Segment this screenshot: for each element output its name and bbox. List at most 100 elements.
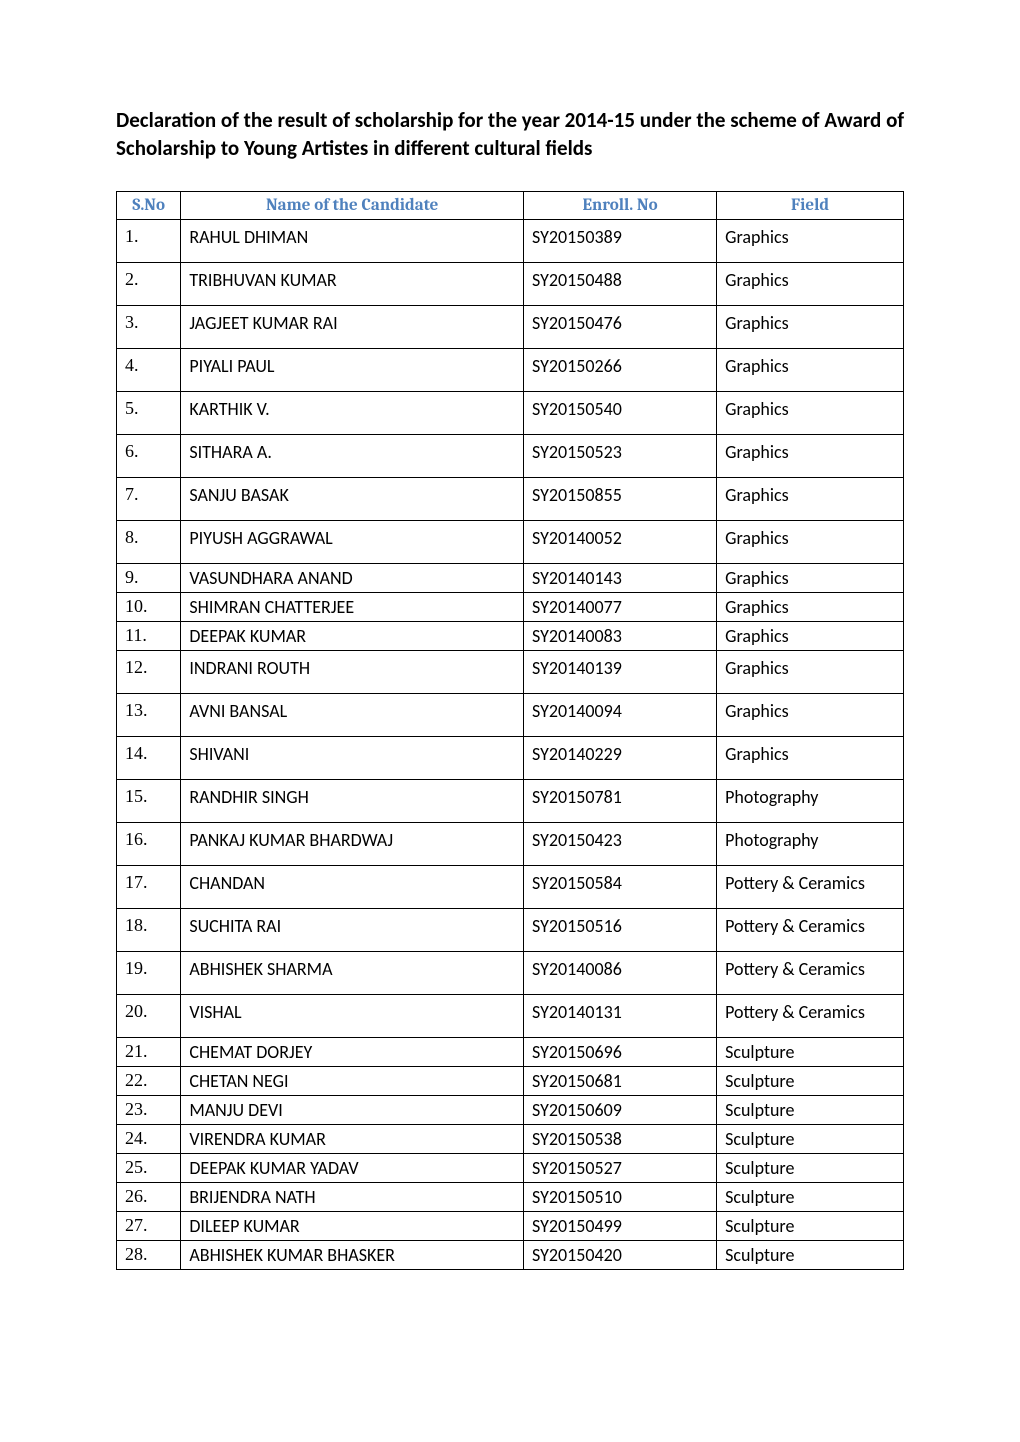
table-row: 8.PIYUSH AGGRAWALSY20140052Graphics bbox=[117, 520, 904, 563]
cell-enroll: SY20150423 bbox=[523, 822, 716, 865]
cell-field: Graphics bbox=[717, 219, 904, 262]
cell-name: MANJU DEVI bbox=[181, 1095, 524, 1124]
cell-field: Pottery & Ceramics bbox=[717, 865, 904, 908]
cell-enroll: SY20150523 bbox=[523, 434, 716, 477]
table-row: 23.MANJU DEVISY20150609Sculpture bbox=[117, 1095, 904, 1124]
cell-field: Pottery & Ceramics bbox=[717, 951, 904, 994]
cell-enroll: SY20150527 bbox=[523, 1153, 716, 1182]
cell-field: Graphics bbox=[717, 434, 904, 477]
table-header-row: S.No Name of the Candidate Enroll. No Fi… bbox=[117, 191, 904, 219]
cell-field: Sculpture bbox=[717, 1066, 904, 1095]
cell-field: Sculpture bbox=[717, 1153, 904, 1182]
table-row: 22.CHETAN NEGISY20150681Sculpture bbox=[117, 1066, 904, 1095]
cell-sno: 20. bbox=[117, 994, 181, 1037]
cell-field: Sculpture bbox=[717, 1124, 904, 1153]
cell-sno: 4. bbox=[117, 348, 181, 391]
cell-sno: 18. bbox=[117, 908, 181, 951]
cell-field: Graphics bbox=[717, 477, 904, 520]
table-row: 13.AVNI BANSALSY20140094Graphics bbox=[117, 693, 904, 736]
cell-sno: 14. bbox=[117, 736, 181, 779]
table-row: 26.BRIJENDRA NATHSY20150510Sculpture bbox=[117, 1182, 904, 1211]
cell-name: RAHUL DHIMAN bbox=[181, 219, 524, 262]
cell-field: Photography bbox=[717, 822, 904, 865]
cell-name: KARTHIK V. bbox=[181, 391, 524, 434]
header-enroll: Enroll. No bbox=[523, 191, 716, 219]
table-row: 3.JAGJEET KUMAR RAISY20150476Graphics bbox=[117, 305, 904, 348]
table-row: 27.DILEEP KUMARSY20150499Sculpture bbox=[117, 1211, 904, 1240]
cell-enroll: SY20140131 bbox=[523, 994, 716, 1037]
cell-field: Graphics bbox=[717, 736, 904, 779]
cell-enroll: SY20140094 bbox=[523, 693, 716, 736]
cell-field: Sculpture bbox=[717, 1211, 904, 1240]
cell-sno: 26. bbox=[117, 1182, 181, 1211]
table-row: 18.SUCHITA RAISY20150516Pottery & Cerami… bbox=[117, 908, 904, 951]
cell-enroll: SY20140052 bbox=[523, 520, 716, 563]
cell-sno: 21. bbox=[117, 1037, 181, 1066]
cell-enroll: SY20140229 bbox=[523, 736, 716, 779]
cell-name: CHEMAT DORJEY bbox=[181, 1037, 524, 1066]
cell-sno: 6. bbox=[117, 434, 181, 477]
table-row: 16.PANKAJ KUMAR BHARDWAJSY20150423Photog… bbox=[117, 822, 904, 865]
cell-name: DILEEP KUMAR bbox=[181, 1211, 524, 1240]
cell-name: SHIMRAN CHATTERJEE bbox=[181, 592, 524, 621]
cell-enroll: SY20150696 bbox=[523, 1037, 716, 1066]
cell-sno: 17. bbox=[117, 865, 181, 908]
cell-sno: 16. bbox=[117, 822, 181, 865]
table-row: 12.INDRANI ROUTHSY20140139Graphics bbox=[117, 650, 904, 693]
header-sno: S.No bbox=[117, 191, 181, 219]
cell-name: DEEPAK KUMAR YADAV bbox=[181, 1153, 524, 1182]
cell-sno: 1. bbox=[117, 219, 181, 262]
cell-sno: 23. bbox=[117, 1095, 181, 1124]
cell-sno: 8. bbox=[117, 520, 181, 563]
cell-name: SUCHITA RAI bbox=[181, 908, 524, 951]
cell-name: INDRANI ROUTH bbox=[181, 650, 524, 693]
cell-sno: 24. bbox=[117, 1124, 181, 1153]
table-row: 5.KARTHIK V.SY20150540Graphics bbox=[117, 391, 904, 434]
cell-name: CHETAN NEGI bbox=[181, 1066, 524, 1095]
cell-field: Graphics bbox=[717, 262, 904, 305]
cell-name: JAGJEET KUMAR RAI bbox=[181, 305, 524, 348]
cell-sno: 11. bbox=[117, 621, 181, 650]
table-row: 17.CHANDANSY20150584Pottery & Ceramics bbox=[117, 865, 904, 908]
cell-name: DEEPAK KUMAR bbox=[181, 621, 524, 650]
cell-enroll: SY20150855 bbox=[523, 477, 716, 520]
cell-sno: 15. bbox=[117, 779, 181, 822]
cell-field: Sculpture bbox=[717, 1037, 904, 1066]
cell-sno: 3. bbox=[117, 305, 181, 348]
cell-name: PIYUSH AGGRAWAL bbox=[181, 520, 524, 563]
cell-enroll: SY20150540 bbox=[523, 391, 716, 434]
cell-field: Graphics bbox=[717, 693, 904, 736]
cell-field: Sculpture bbox=[717, 1095, 904, 1124]
cell-name: SITHARA A. bbox=[181, 434, 524, 477]
header-field: Field bbox=[717, 191, 904, 219]
cell-name: PANKAJ KUMAR BHARDWAJ bbox=[181, 822, 524, 865]
cell-enroll: SY20150510 bbox=[523, 1182, 716, 1211]
cell-name: VISHAL bbox=[181, 994, 524, 1037]
cell-enroll: SY20150609 bbox=[523, 1095, 716, 1124]
cell-enroll: SY20150499 bbox=[523, 1211, 716, 1240]
table-row: 15.RANDHIR SINGHSY20150781Photography bbox=[117, 779, 904, 822]
cell-enroll: SY20150266 bbox=[523, 348, 716, 391]
cell-enroll: SY20150781 bbox=[523, 779, 716, 822]
page-title: Declaration of the result of scholarship… bbox=[116, 106, 904, 163]
cell-field: Graphics bbox=[717, 391, 904, 434]
cell-enroll: SY20150488 bbox=[523, 262, 716, 305]
cell-enroll: SY20140086 bbox=[523, 951, 716, 994]
cell-field: Graphics bbox=[717, 305, 904, 348]
cell-enroll: SY20150389 bbox=[523, 219, 716, 262]
table-row: 1.RAHUL DHIMANSY20150389Graphics bbox=[117, 219, 904, 262]
cell-sno: 10. bbox=[117, 592, 181, 621]
cell-field: Graphics bbox=[717, 650, 904, 693]
cell-enroll: SY20150584 bbox=[523, 865, 716, 908]
table-row: 10.SHIMRAN CHATTERJEESY20140077Graphics bbox=[117, 592, 904, 621]
cell-name: ABHISHEK KUMAR BHASKER bbox=[181, 1240, 524, 1269]
cell-name: TRIBHUVAN KUMAR bbox=[181, 262, 524, 305]
cell-field: Sculpture bbox=[717, 1182, 904, 1211]
cell-field: Graphics bbox=[717, 348, 904, 391]
table-row: 7.SANJU BASAKSY20150855Graphics bbox=[117, 477, 904, 520]
cell-name: BRIJENDRA NATH bbox=[181, 1182, 524, 1211]
cell-enroll: SY20150516 bbox=[523, 908, 716, 951]
cell-sno: 25. bbox=[117, 1153, 181, 1182]
cell-sno: 27. bbox=[117, 1211, 181, 1240]
table-row: 20.VISHALSY20140131Pottery & Ceramics bbox=[117, 994, 904, 1037]
